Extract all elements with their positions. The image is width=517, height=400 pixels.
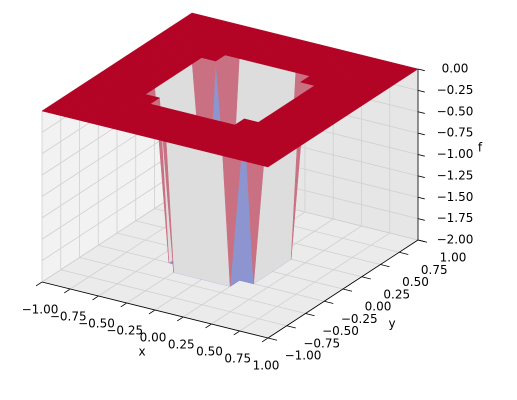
x-tick-label: 0.50	[196, 345, 223, 359]
z-tick-label: 0.00	[442, 62, 469, 76]
y-tick-label: −0.50	[322, 324, 359, 338]
x-tick-label: 0.75	[224, 352, 251, 366]
surface-patch	[253, 157, 278, 168]
x-tick-label: 0.25	[168, 338, 195, 352]
x-tick-label: −0.25	[106, 324, 143, 338]
y-tick-label: 1.00	[440, 251, 467, 265]
grid-line	[79, 257, 306, 314]
x-tick-label: −1.00	[22, 303, 59, 317]
tick-mark	[417, 154, 425, 157]
y-tick-label: 0.75	[421, 263, 448, 277]
tick-mark	[417, 218, 425, 221]
surface-patch	[201, 51, 226, 62]
tick-mark	[205, 323, 212, 329]
tick-mark	[233, 330, 240, 336]
tick-mark	[64, 288, 71, 294]
z-tick-label: −0.25	[437, 83, 474, 97]
z-tick-label: −0.50	[437, 104, 474, 118]
tick-mark	[305, 313, 315, 317]
tick-mark	[92, 295, 99, 301]
tick-mark	[261, 337, 269, 343]
x-tick-label: −0.75	[50, 310, 87, 324]
y-tick-label: −0.75	[303, 336, 340, 350]
axis-line	[41, 281, 269, 339]
z-tick-label: −1.75	[437, 211, 474, 225]
axis-line	[267, 239, 419, 339]
tick-mark	[35, 281, 43, 287]
z-axis-label: f	[478, 141, 483, 155]
y-tick-label: −0.25	[341, 312, 378, 326]
tick-mark	[324, 300, 334, 304]
tick-mark	[120, 302, 127, 308]
z-tick-label: −0.75	[437, 126, 474, 140]
grid-line	[60, 269, 287, 327]
tick-mark	[417, 111, 425, 114]
y-tick-label: 0.00	[365, 300, 392, 314]
tick-mark	[148, 309, 156, 315]
tick-mark	[417, 239, 425, 243]
tick-mark	[342, 288, 353, 292]
tick-mark	[177, 316, 184, 322]
y-tick-label: −1.00	[285, 349, 322, 363]
z-tick-label: −1.25	[437, 168, 474, 182]
y-tick-label: 0.50	[402, 275, 429, 289]
tick-mark	[267, 337, 278, 341]
x-tick-label: −0.50	[78, 317, 115, 331]
tick-mark	[417, 196, 425, 200]
tick-mark	[399, 251, 409, 255]
y-axis-label: y	[388, 317, 395, 331]
tick-mark	[361, 276, 371, 280]
tick-mark	[417, 132, 425, 136]
x-tick-label: 0.00	[140, 331, 167, 345]
x-axis-label: x	[138, 345, 145, 359]
tick-mark	[286, 325, 296, 329]
z-tick-label: −1.50	[437, 190, 474, 204]
tick-mark	[380, 264, 390, 268]
tick-mark	[417, 89, 425, 93]
z-tick-label: −2.00	[437, 233, 474, 247]
y-tick-label: 0.25	[383, 287, 410, 301]
z-tick-label: −1.00	[437, 147, 474, 161]
tick-mark	[417, 68, 425, 72]
x-tick-label: 1.00	[253, 359, 280, 373]
tick-mark	[417, 175, 425, 178]
